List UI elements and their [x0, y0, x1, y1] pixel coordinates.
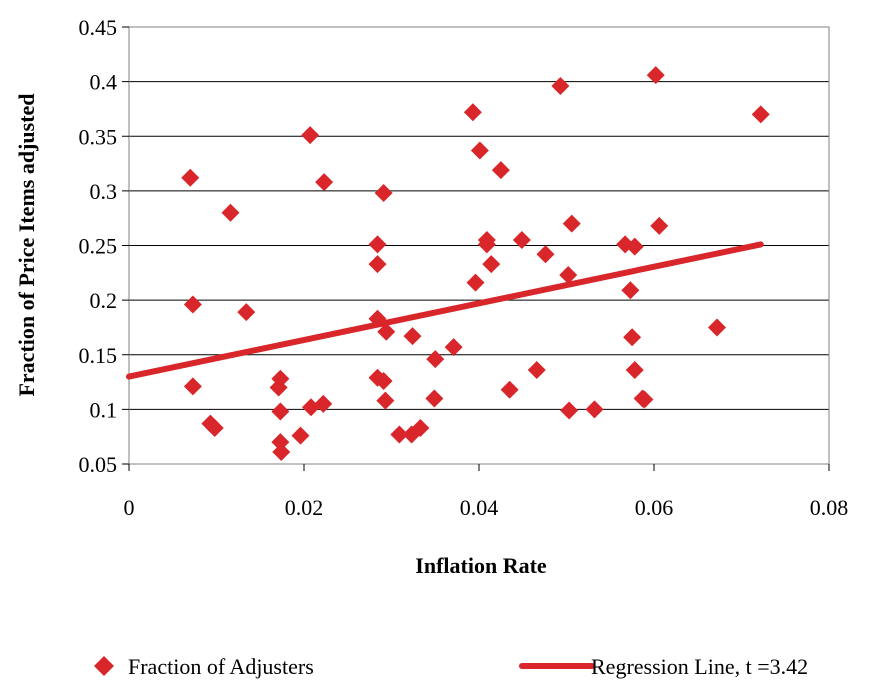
- data-point: [585, 400, 604, 419]
- data-point: [315, 173, 334, 192]
- data-point: [183, 295, 202, 314]
- y-tick-label: 0.2: [90, 288, 118, 313]
- x-tick-label: 0.04: [460, 495, 499, 520]
- x-tick-label: 0.08: [810, 495, 849, 520]
- data-point: [183, 377, 202, 396]
- data-point: [466, 273, 485, 292]
- y-axis-title: Fraction of Price Items adjusted: [14, 93, 39, 396]
- data-point: [376, 391, 395, 410]
- data-point: [463, 103, 482, 122]
- data-point: [221, 203, 240, 222]
- data-point: [291, 426, 310, 445]
- data-point: [635, 390, 654, 409]
- data-point: [314, 394, 333, 413]
- data-point: [625, 237, 644, 256]
- y-tick-label: 0.05: [79, 452, 118, 477]
- scatter-points: [181, 66, 770, 461]
- data-point: [272, 442, 291, 461]
- data-point: [551, 76, 570, 95]
- x-axis-title: Inflation Rate: [415, 553, 547, 578]
- data-point: [560, 401, 579, 420]
- y-tick-label: 0.3: [90, 179, 118, 204]
- data-point: [500, 380, 519, 399]
- data-point: [301, 126, 320, 145]
- data-point: [470, 141, 489, 160]
- regression-line-group: [126, 241, 764, 380]
- regression-line: [126, 241, 764, 380]
- data-point: [374, 371, 393, 390]
- data-point: [751, 105, 770, 124]
- y-tick-label: 0.35: [79, 124, 118, 149]
- x-axis: 0 0.02 0.04 0.06 0.08: [124, 464, 849, 520]
- data-point: [403, 327, 422, 346]
- y-tick-label: 0.4: [90, 70, 118, 95]
- data-point: [181, 168, 200, 187]
- y-tick-label: 0.15: [79, 343, 118, 368]
- legend-item-regression: Regression Line, t =3.42: [519, 654, 808, 679]
- data-point: [237, 303, 256, 322]
- legend-item-adjusters: Fraction of Adjusters: [94, 654, 314, 679]
- data-point: [425, 389, 444, 408]
- data-point: [482, 255, 501, 274]
- data-point: [205, 418, 224, 437]
- data-point: [527, 361, 546, 380]
- data-point: [562, 214, 581, 233]
- x-tick-label: 0.06: [635, 495, 674, 520]
- data-point: [271, 369, 290, 388]
- data-point: [512, 231, 531, 250]
- y-tick-label: 0.1: [90, 397, 118, 422]
- data-point: [390, 425, 409, 444]
- data-point: [368, 235, 387, 254]
- data-point: [368, 309, 387, 328]
- data-point: [621, 281, 640, 300]
- x-tick-label: 0.02: [285, 495, 324, 520]
- data-point: [477, 235, 496, 254]
- data-point: [646, 66, 665, 85]
- data-point: [426, 350, 445, 369]
- y-axis: 0.05 0.1 0.15 0.2 0.25 0.3 0.35 0.4 0.45: [79, 15, 129, 477]
- data-point: [271, 402, 290, 421]
- data-point: [625, 361, 644, 380]
- data-point: [411, 418, 430, 437]
- y-tick-label: 0.25: [79, 234, 118, 259]
- y-tick-label: 0.45: [79, 15, 118, 40]
- data-point: [559, 265, 578, 284]
- data-point: [536, 245, 555, 264]
- data-point: [650, 216, 669, 235]
- legend: Fraction of Adjusters Regression Line, t…: [94, 654, 808, 679]
- legend-diamond-marker: [94, 656, 114, 676]
- x-tick-label: 0: [124, 495, 135, 520]
- data-point: [374, 184, 393, 203]
- data-point: [368, 255, 387, 274]
- data-point: [708, 318, 726, 337]
- data-point: [623, 328, 642, 347]
- data-point: [444, 338, 463, 357]
- legend-label-adjusters: Fraction of Adjusters: [128, 654, 314, 679]
- data-point: [377, 322, 396, 341]
- legend-label-regression: Regression Line, t =3.42: [591, 654, 808, 679]
- data-point: [491, 161, 510, 180]
